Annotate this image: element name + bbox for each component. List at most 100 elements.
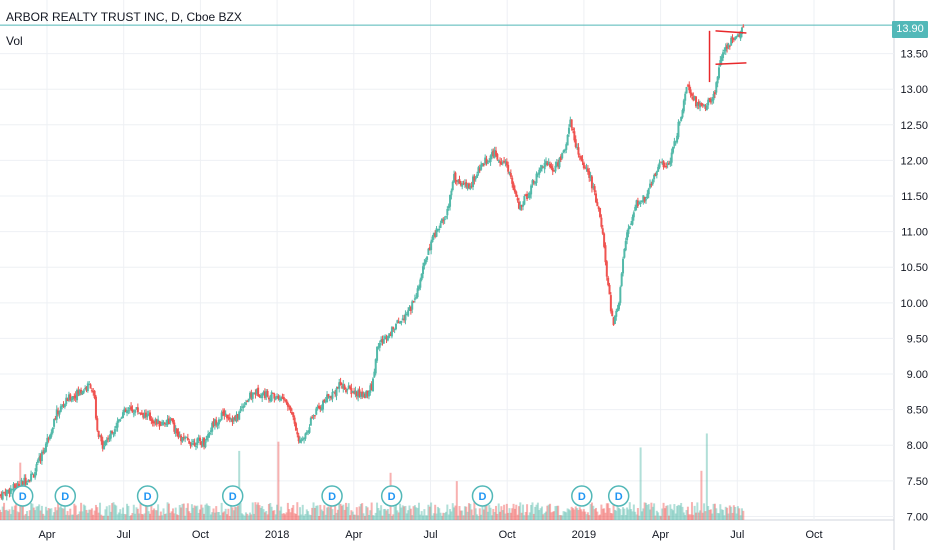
- volume-bar: [290, 507, 293, 520]
- candle-body: [732, 38, 735, 41]
- volume-bar: [66, 511, 69, 520]
- candle-body: [434, 232, 437, 237]
- candle-body: [586, 168, 589, 172]
- time-tick-label: Apr: [345, 529, 362, 541]
- volume-bar: [634, 511, 637, 520]
- volume-bar: [335, 512, 338, 520]
- candle-body: [224, 413, 227, 415]
- volume-bar: [74, 505, 77, 520]
- volume-bar: [16, 511, 19, 520]
- candle-body: [82, 390, 85, 393]
- volume-bar: [742, 510, 745, 520]
- volume-bar: [407, 510, 410, 520]
- dividend-marker: [54, 485, 77, 507]
- volume-bar: [308, 514, 311, 520]
- volume-bar: [385, 510, 388, 520]
- volume-bar: [204, 504, 207, 520]
- volume-bar: [738, 508, 741, 520]
- volume-bar: [467, 503, 470, 520]
- volume-bar: [255, 504, 258, 520]
- volume-bar: [390, 515, 393, 520]
- volume-bar: [412, 506, 415, 520]
- volume-bar: [207, 505, 210, 520]
- candle-body: [404, 313, 407, 321]
- candle-body: [243, 405, 246, 407]
- volume-bar: [427, 504, 430, 520]
- candle-body: [382, 339, 385, 344]
- candle-body: [713, 92, 716, 95]
- candle-body: [176, 429, 179, 434]
- candle-body: [688, 84, 691, 91]
- volume-bar: [182, 503, 185, 520]
- volume-bar: [370, 502, 373, 520]
- candle-body: [377, 346, 380, 348]
- volume-bar: [121, 507, 124, 520]
- candle-body: [232, 417, 235, 421]
- candle-body: [461, 183, 464, 187]
- volume-bar: [524, 511, 527, 520]
- candle-body: [413, 298, 416, 300]
- volume-bar: [517, 506, 520, 520]
- volume-bar: [4, 510, 7, 520]
- candle-body: [255, 388, 258, 394]
- volume-bar: [723, 515, 726, 520]
- candle-body: [444, 216, 447, 218]
- volume-bar: [392, 514, 395, 520]
- price-tick-label: 7.00: [907, 511, 928, 523]
- candle-body: [438, 228, 441, 231]
- candle-body: [405, 314, 408, 316]
- volume-bar: [434, 504, 437, 520]
- volume-bar: [161, 515, 164, 520]
- candle-body: [680, 116, 683, 121]
- candle-body: [280, 397, 283, 401]
- candle-body: [430, 241, 433, 251]
- volume-bar: [113, 504, 116, 520]
- dividend-marker-label: D: [388, 491, 396, 503]
- time-tick-label: Jul: [423, 529, 437, 541]
- volume-bar: [154, 510, 157, 520]
- candle-body: [40, 451, 43, 462]
- candle-body: [146, 414, 149, 418]
- candle-body: [400, 320, 403, 323]
- candle-body: [376, 346, 379, 361]
- candle-body: [600, 217, 603, 227]
- candle-body: [124, 409, 127, 413]
- dividend-marker: [221, 485, 244, 507]
- volume-bar: [155, 510, 158, 520]
- volume-bar: [150, 505, 153, 520]
- candle-body: [63, 404, 66, 408]
- volume-bar: [328, 507, 331, 520]
- volume-bar: [719, 504, 722, 520]
- candle-body: [361, 391, 364, 397]
- volume-bar: [21, 506, 24, 520]
- candle-body: [459, 182, 462, 186]
- volume-bar: [184, 515, 187, 520]
- candle-body: [708, 98, 711, 100]
- volume-bar: [89, 509, 92, 520]
- volume-bar: [104, 509, 107, 520]
- volume-bar: [661, 508, 664, 520]
- volume-bar: [574, 506, 577, 520]
- volume-bar: [722, 509, 725, 520]
- volume-bar: [85, 509, 88, 520]
- candle-body: [116, 420, 119, 428]
- candle-body: [505, 161, 508, 166]
- volume-bar: [32, 507, 35, 520]
- candle-body: [657, 166, 660, 172]
- volume-bar: [601, 508, 604, 520]
- volume-bar: [611, 513, 614, 520]
- candle-body: [205, 436, 208, 441]
- candle-body: [93, 390, 96, 398]
- candle-body: [476, 174, 479, 178]
- candle-body: [451, 181, 454, 190]
- candle-body: [474, 177, 477, 180]
- volume-bar: [612, 504, 615, 520]
- volume-bar: [313, 507, 316, 520]
- volume-bar: [143, 513, 146, 520]
- volume-bar: [0, 512, 3, 520]
- volume-bar: [200, 504, 203, 520]
- candle-body: [38, 457, 41, 461]
- volume-bar: [520, 512, 523, 520]
- candle-body: [144, 412, 147, 417]
